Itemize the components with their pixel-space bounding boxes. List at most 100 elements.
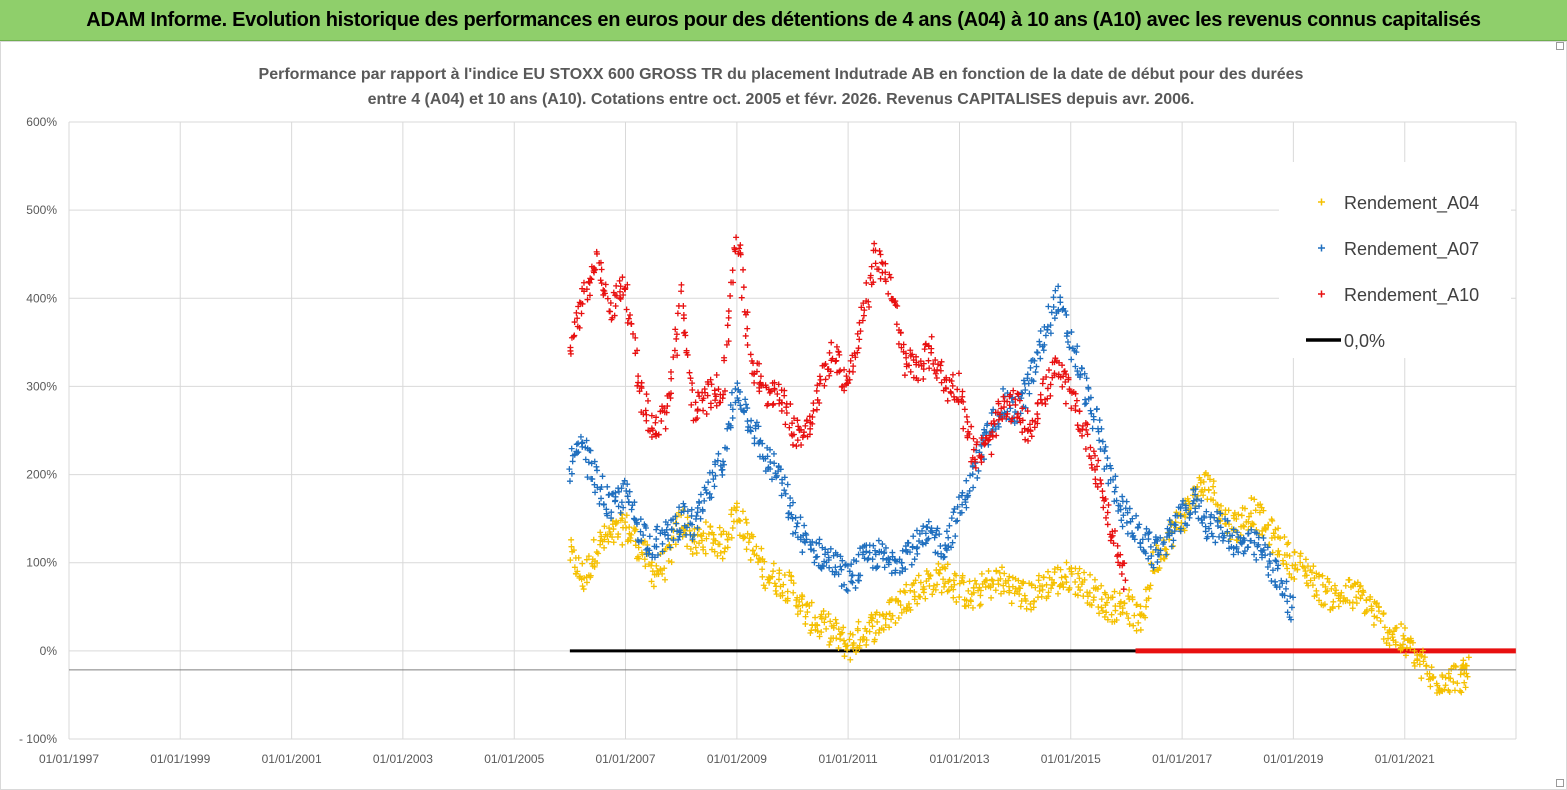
data-point (799, 602, 806, 609)
data-point (1230, 551, 1237, 558)
x-tick-label: 01/01/2017 (1152, 752, 1212, 766)
data-point (634, 382, 641, 389)
data-point (1119, 493, 1126, 500)
data-point (1401, 635, 1408, 642)
data-point (617, 283, 624, 290)
data-point (917, 358, 924, 365)
data-point (1024, 371, 1031, 378)
data-point (654, 523, 661, 530)
data-point (835, 349, 842, 356)
data-point (1089, 464, 1096, 471)
data-point (602, 281, 609, 288)
data-point (733, 234, 740, 241)
data-point (700, 395, 707, 402)
data-point (1062, 400, 1069, 407)
data-point (1019, 405, 1026, 412)
data-point (594, 467, 601, 474)
data-point (901, 372, 908, 379)
data-point (1065, 374, 1072, 381)
data-point (692, 399, 699, 406)
data-point (1119, 523, 1126, 530)
data-point (1126, 505, 1133, 512)
data-point (1015, 391, 1022, 398)
data-point (910, 533, 917, 540)
data-point (672, 513, 679, 520)
data-point (687, 375, 694, 382)
data-point (1008, 600, 1015, 607)
data-point (1068, 405, 1075, 412)
data-point (887, 274, 894, 281)
data-point (707, 400, 714, 407)
data-point (618, 485, 625, 492)
data-point (775, 464, 782, 471)
data-point (590, 536, 597, 543)
data-point (608, 509, 615, 516)
data-point (764, 401, 771, 408)
data-point (1113, 616, 1120, 623)
data-point (1084, 593, 1091, 600)
data-point (1279, 580, 1286, 587)
data-point (962, 499, 969, 506)
data-point (786, 424, 793, 431)
data-point (907, 368, 914, 375)
data-point (727, 424, 734, 431)
data-point (970, 435, 977, 442)
data-point (1148, 552, 1155, 559)
data-point (721, 548, 728, 555)
resize-handle-top-right[interactable] (1556, 42, 1564, 50)
data-point (1428, 664, 1435, 671)
data-point (1235, 549, 1242, 556)
data-point (616, 294, 623, 301)
data-point (604, 483, 611, 490)
data-point (1245, 530, 1252, 537)
data-point (1353, 600, 1360, 607)
data-point (948, 390, 955, 397)
resize-handle-bottom-right[interactable] (1556, 779, 1564, 787)
data-point (744, 342, 751, 349)
data-point (1255, 541, 1262, 548)
chart-legend: Rendement_A04 Rendement_A07 Rendement_A10 0… (1279, 162, 1511, 358)
axis-layer: 600% 500% 400% 300% 200% 100% 0% - 100% 01/01/19… (19, 115, 1516, 766)
data-point (625, 315, 632, 322)
data-point (919, 527, 926, 534)
data-point (822, 614, 829, 621)
data-point (1145, 536, 1152, 543)
data-point (814, 553, 821, 560)
data-point (1061, 573, 1068, 580)
banner-title: ADAM Informe. Evolution historique des p… (86, 8, 1481, 31)
data-point (1458, 689, 1465, 696)
data-point (667, 369, 674, 376)
data-point (1099, 488, 1106, 495)
data-point (1043, 581, 1050, 588)
data-point (1006, 393, 1013, 400)
data-point (575, 303, 582, 310)
data-point (730, 279, 737, 286)
data-point (774, 391, 781, 398)
data-point (888, 570, 895, 577)
data-point (974, 474, 981, 481)
data-point (638, 383, 645, 390)
data-point (1090, 448, 1097, 455)
data-point (927, 572, 934, 579)
data-point (970, 446, 977, 453)
data-point (1116, 590, 1123, 597)
data-point (747, 351, 754, 358)
data-point (684, 351, 691, 358)
data-point (1269, 567, 1276, 574)
data-point (802, 620, 809, 627)
data-point (667, 544, 674, 551)
data-point (773, 591, 780, 598)
data-point (1330, 598, 1337, 605)
chart-area[interactable]: 600% 500% 400% 300% 200% 100% 0% - 100% 01/01/19… (0, 41, 1567, 790)
data-point (747, 556, 754, 563)
data-point (816, 536, 823, 543)
data-point (951, 505, 958, 512)
data-point (665, 558, 672, 565)
data-point (906, 604, 913, 611)
data-point (823, 625, 830, 632)
data-point (1122, 577, 1129, 584)
data-point (1120, 586, 1127, 593)
data-point (1103, 514, 1109, 521)
data-point (753, 552, 760, 559)
data-point (593, 549, 600, 556)
